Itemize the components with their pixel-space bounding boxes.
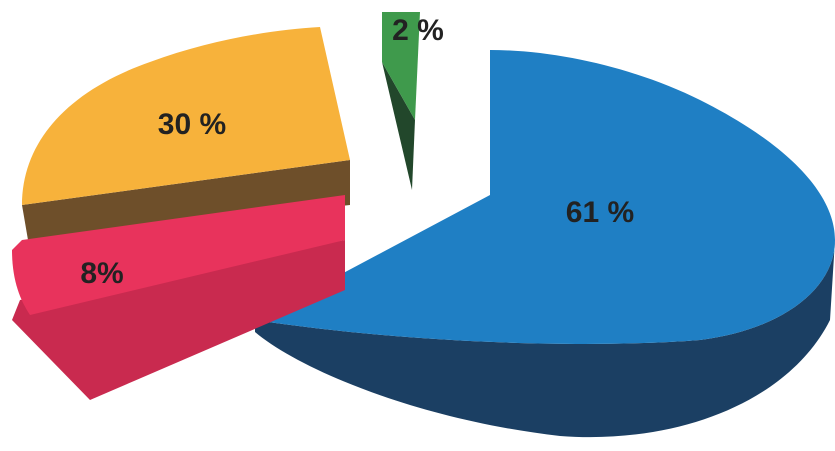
pie-slice-green-side <box>382 62 415 190</box>
pie-slice-red-side <box>12 240 345 400</box>
pie-slice-blue: 61 % <box>255 50 835 438</box>
pie-slice-green-top <box>382 12 420 120</box>
pie-slice-blue-top <box>255 50 835 344</box>
pie-slice-yellow-top <box>22 27 350 205</box>
pie-slice-green: 2 % <box>382 12 444 190</box>
pie-label-8: 8% <box>80 257 123 290</box>
pie-label-2: 2 % <box>392 14 444 47</box>
pie-slice-yellow-side <box>22 160 350 240</box>
pie-label-61: 61 % <box>566 196 634 229</box>
pie-slice-yellow: 30 % <box>22 27 350 240</box>
pie-slice-red-top <box>12 195 345 315</box>
pie-slice-blue-side <box>255 240 835 438</box>
pie-slice-red: 8% <box>12 195 345 400</box>
pie-label-30: 30 % <box>158 108 226 141</box>
